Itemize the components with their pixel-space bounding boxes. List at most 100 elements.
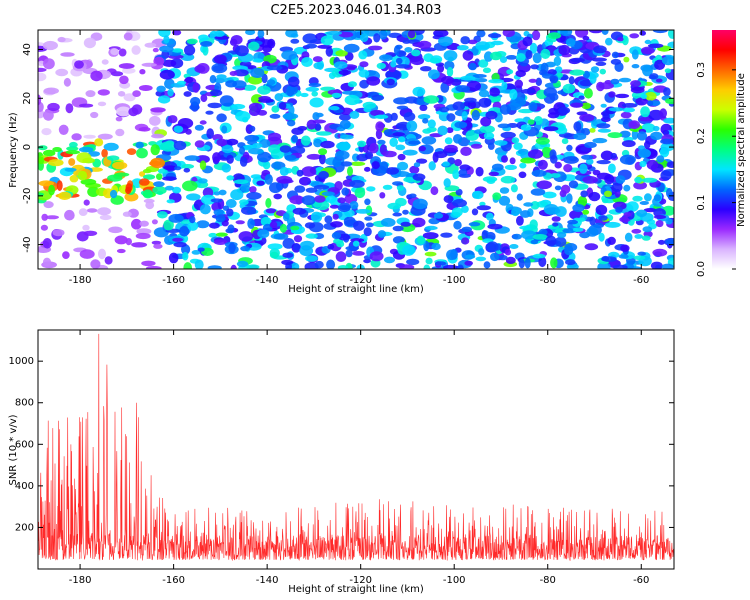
heatmap-cell <box>461 226 472 233</box>
heatmap-cell <box>332 213 339 220</box>
heatmap-cell <box>583 88 593 99</box>
heatmap-cell <box>596 160 611 165</box>
heatmap-cell <box>618 77 632 83</box>
heatmap-cell <box>142 168 152 174</box>
heatmap-cell <box>279 223 287 233</box>
heatmap-cell <box>479 201 486 207</box>
heatmap-cell <box>532 253 546 259</box>
heatmap-cell <box>506 69 514 75</box>
heatmap-cell <box>205 110 214 115</box>
heatmap-cell <box>406 258 420 266</box>
heatmap-cell <box>652 30 668 34</box>
heatmap-cell <box>470 143 483 149</box>
heatmap-cell <box>652 248 668 257</box>
heatmap-cell <box>198 34 209 41</box>
heatmap-cell <box>131 45 141 55</box>
heatmap-cell <box>153 243 163 249</box>
heatmap-cell <box>549 75 559 84</box>
heatmap-cell <box>236 260 249 268</box>
heatmap-cell <box>151 240 162 245</box>
heatmap-cell <box>177 118 194 129</box>
heatmap-cell <box>274 93 284 102</box>
heatmap-cell <box>535 137 550 145</box>
heatmap-cell <box>373 33 381 43</box>
heatmap-cell <box>482 67 492 74</box>
heatmap-cell <box>519 162 527 169</box>
heatmap-cell <box>66 146 79 151</box>
heatmap-cell <box>138 85 153 91</box>
heatmap-cell <box>239 199 249 206</box>
heatmap-cell <box>452 199 467 208</box>
heatmap-cell <box>501 81 508 91</box>
heatmap-cell <box>156 173 163 181</box>
heatmap-cell <box>299 245 314 257</box>
heatmap-cell <box>126 148 137 156</box>
heatmap-cell <box>410 56 425 66</box>
heatmap-cell <box>443 50 458 62</box>
heatmap-cell <box>38 145 48 151</box>
heatmap-cell <box>443 195 454 204</box>
heatmap-cell <box>510 184 518 193</box>
heatmap-cell <box>210 198 223 203</box>
colorbar-tick-label: 0.1 <box>696 195 707 211</box>
heatmap-cell <box>543 204 559 215</box>
heatmap-cell <box>520 88 536 94</box>
heatmap-cell <box>409 165 420 174</box>
heatmap-cell <box>352 251 365 256</box>
heatmap-cell <box>417 40 432 50</box>
heatmap-cell <box>262 45 273 53</box>
heatmap-cell <box>452 101 466 111</box>
heatmap-cell <box>610 152 617 159</box>
heatmap-cell <box>136 148 148 159</box>
heatmap-cell <box>579 79 593 87</box>
heatmap-cell <box>38 180 54 187</box>
heatmap-cell <box>150 157 166 169</box>
heatmap-cell <box>118 63 135 69</box>
y-tick-label: 600 <box>15 439 34 450</box>
heatmap-cell <box>522 36 533 47</box>
heatmap-cell <box>440 232 453 238</box>
heatmap-cell <box>282 212 290 222</box>
heatmap-cell <box>610 58 622 65</box>
heatmap-cell <box>183 168 191 173</box>
heatmap-cell <box>299 176 311 186</box>
heatmap-cell <box>644 39 652 45</box>
heatmap-cell <box>269 221 278 229</box>
heatmap-cell <box>221 163 231 173</box>
heatmap-cell <box>301 166 317 177</box>
heatmap-cell <box>179 226 190 237</box>
heatmap-cell <box>306 153 322 160</box>
heatmap-cell <box>498 195 511 206</box>
heatmap-cell <box>446 66 454 77</box>
heatmap-cell <box>385 167 400 175</box>
heatmap-cell <box>94 138 104 147</box>
heatmap-cell <box>499 56 508 63</box>
heatmap-cell <box>159 45 174 53</box>
heatmap-cell <box>377 139 386 145</box>
heatmap-cell <box>403 112 416 122</box>
heatmap-cell <box>43 149 56 157</box>
heatmap-cell <box>221 145 234 154</box>
heatmap-cell <box>345 246 360 251</box>
heatmap-cell <box>516 193 523 201</box>
heatmap-cell <box>122 67 136 74</box>
heatmap-cell <box>611 51 620 59</box>
heatmap-cell <box>665 97 674 105</box>
heatmap-cell <box>408 193 417 199</box>
heatmap-cell <box>371 161 380 170</box>
heatmap-cell <box>214 30 225 37</box>
heatmap-cell <box>620 244 630 252</box>
heatmap-cell <box>623 184 631 192</box>
heatmap-cell <box>602 112 610 121</box>
heatmap-cell <box>316 131 332 136</box>
heatmap-cell <box>569 209 584 220</box>
heatmap-cell <box>598 215 608 221</box>
heatmap-cell <box>446 249 458 261</box>
heatmap-cell <box>458 169 468 176</box>
heatmap-cell <box>556 72 564 78</box>
heatmap-cell <box>433 30 449 37</box>
heatmap-cell <box>461 111 468 121</box>
heatmap-cell <box>444 137 453 145</box>
heatmap-cell <box>481 230 488 241</box>
heatmap-cell <box>38 94 42 106</box>
